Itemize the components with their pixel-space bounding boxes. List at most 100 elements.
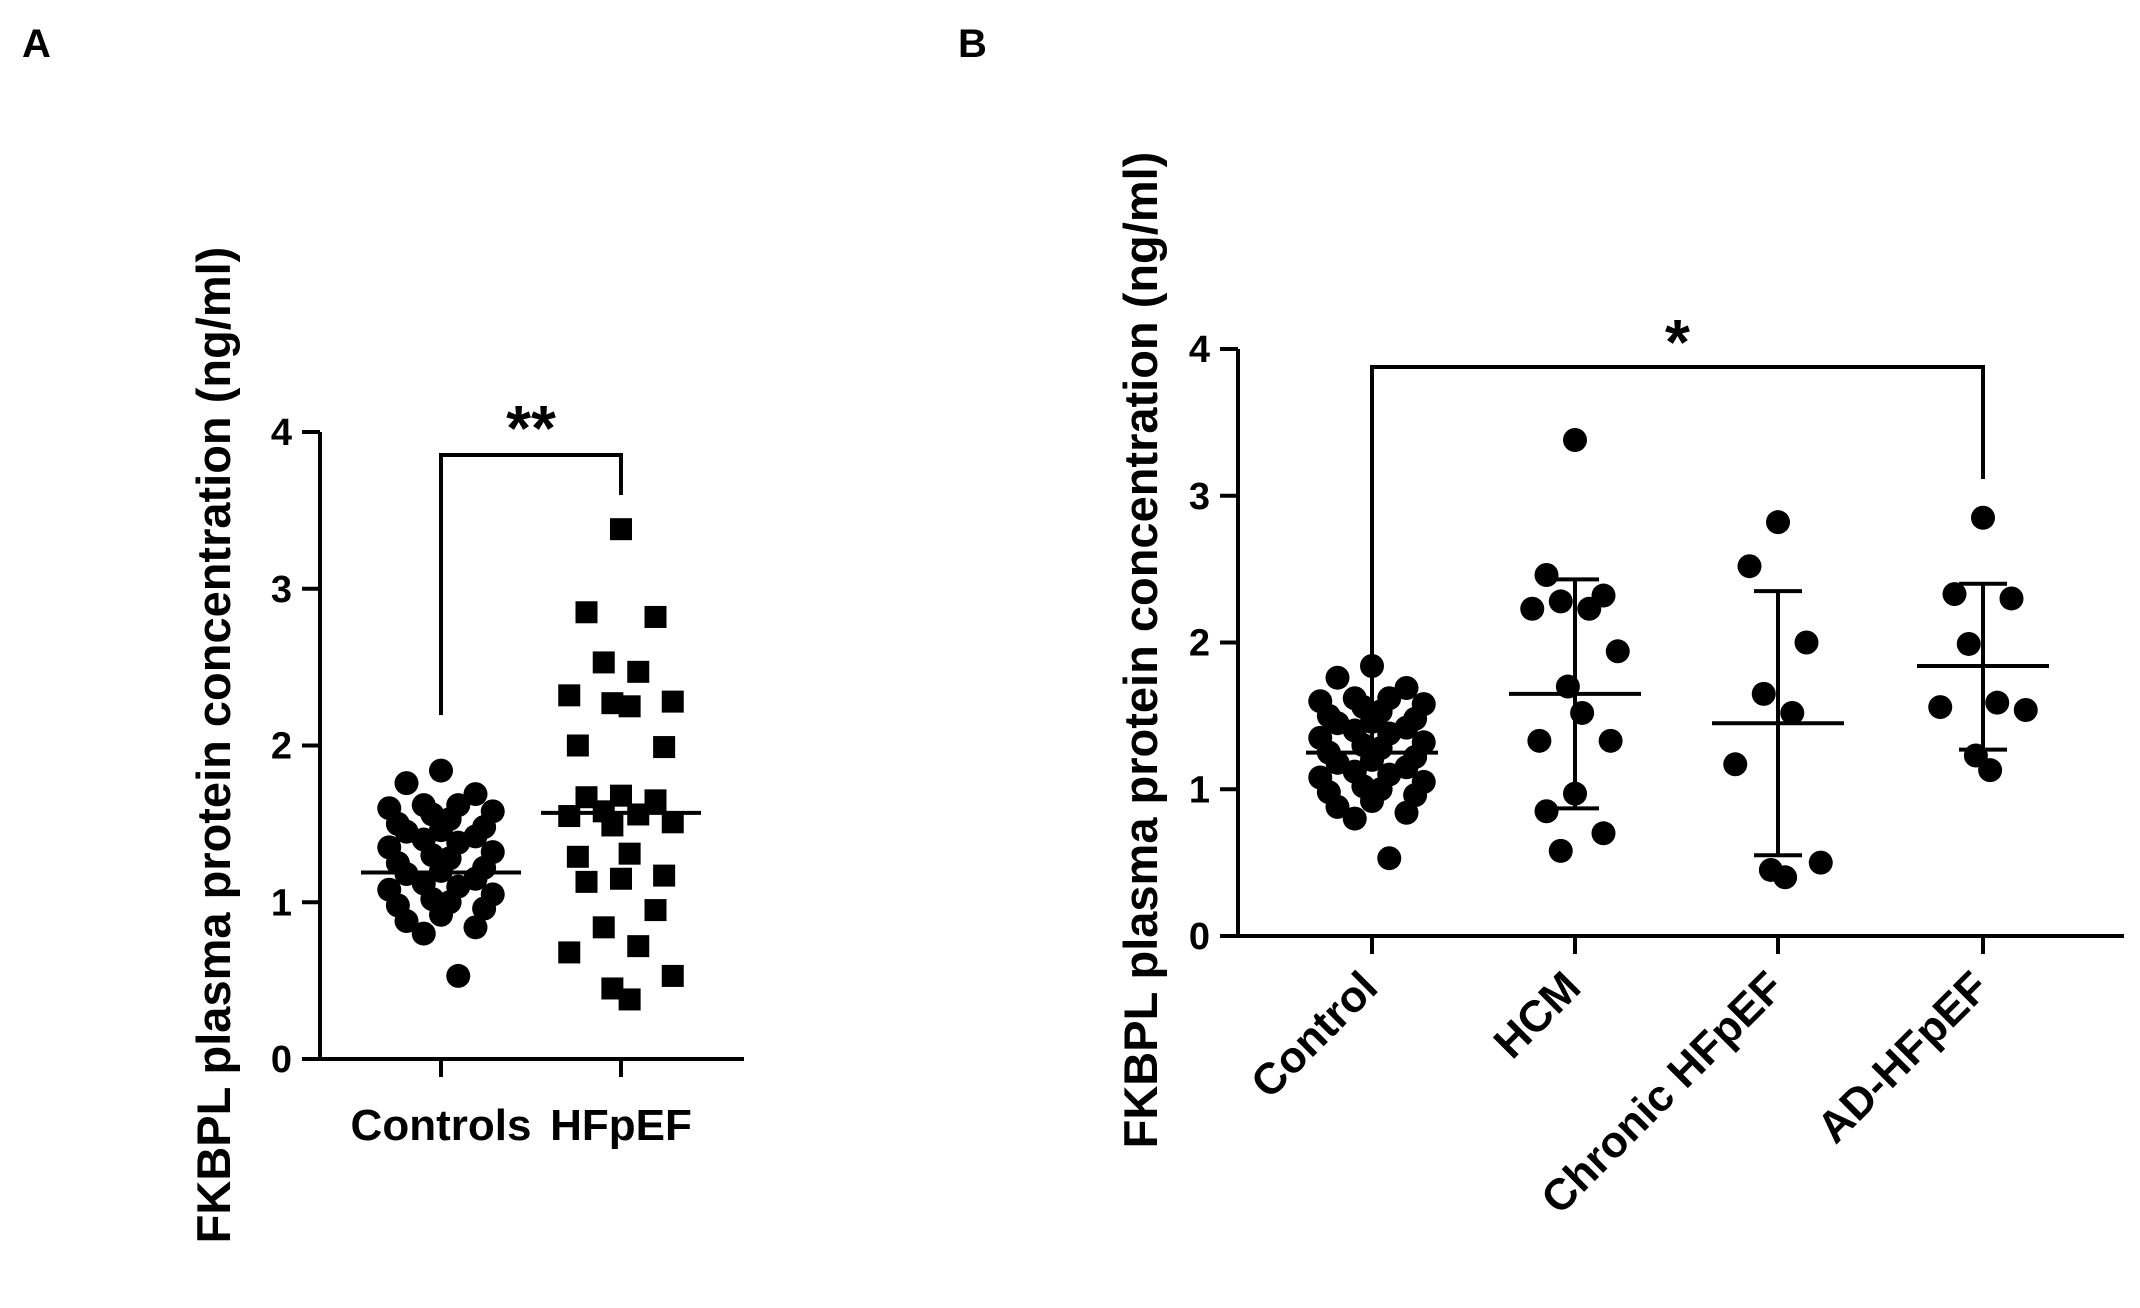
data-point [558, 684, 581, 707]
panel-b-y-tick-label: 0 [1189, 916, 1210, 958]
data-point [1780, 700, 1805, 725]
panel-b-y-tick-label: 2 [1189, 623, 1210, 665]
data-point [1577, 596, 1602, 621]
data-point [601, 814, 624, 837]
panel-a-y-tick-label: 0 [271, 1039, 292, 1081]
data-point [1999, 586, 2024, 611]
data-point [566, 734, 589, 757]
panel-a: A 0 1 2 3 4 FKBPL plasma protein concentratio… [22, 22, 744, 1243]
data-point [1773, 865, 1798, 890]
panel-b-series-ad-hfpef [1917, 505, 2049, 783]
data-point [610, 784, 632, 807]
panel-a-series-hfpef [541, 518, 701, 1011]
data-point [618, 695, 641, 718]
data-point [1527, 728, 1552, 753]
data-point [1737, 554, 1762, 579]
panel-a-y-axis-title: FKBPL plasma protein concentration (ng/m… [187, 247, 240, 1244]
data-point [644, 789, 667, 812]
data-point [1563, 781, 1587, 806]
data-point [1548, 589, 1573, 614]
data-point [1534, 562, 1559, 587]
data-point [472, 896, 497, 921]
data-point [566, 845, 589, 868]
panel-b-series-control [1306, 653, 1438, 871]
panel-a-y-tick-label: 4 [271, 412, 292, 454]
data-point [1591, 821, 1616, 846]
data-point [1723, 752, 1748, 777]
panel-b-series-chronic-hfpef [1712, 510, 1844, 890]
data-point [463, 782, 488, 807]
panel-a-significance-label: ** [506, 392, 556, 464]
data-point [575, 601, 598, 624]
data-point [1394, 800, 1419, 825]
data-point [394, 909, 419, 934]
data-point [1751, 681, 1776, 706]
data-point [1942, 582, 1967, 607]
panel-b-y-tick-label: 1 [1189, 769, 1210, 811]
panel-b-category-label: AD-HFpEF [1808, 962, 1998, 1152]
panel-a-y-tick-label: 2 [271, 726, 292, 768]
data-point [592, 916, 615, 939]
data-point [1377, 846, 1402, 871]
data-point [601, 692, 624, 715]
data-point [1570, 700, 1595, 725]
panel-b-y-tick-label: 3 [1189, 476, 1210, 518]
data-point [1563, 427, 1587, 452]
data-point [1534, 799, 1559, 824]
data-point [575, 786, 598, 809]
data-point [1520, 596, 1545, 621]
data-point [411, 921, 436, 946]
data-point [601, 977, 624, 1000]
panel-a-plot: 0 1 2 3 4 FKBPL plasma protein concentration … [187, 247, 744, 1244]
data-point [1360, 788, 1384, 813]
data-point [1548, 838, 1573, 863]
data-point [1971, 505, 1995, 530]
data-point [1985, 690, 2010, 715]
data-point [1794, 630, 1819, 655]
panel-b-significance-label: * [1665, 306, 1690, 378]
data-point [661, 964, 684, 987]
data-point [575, 870, 598, 893]
data-point [1808, 850, 1833, 875]
panel-a-category-label: HFpEF [550, 1101, 692, 1150]
data-point [1928, 695, 1953, 720]
data-point [610, 518, 632, 541]
data-point [429, 758, 453, 783]
data-point [618, 842, 641, 865]
panel-b-letter: B [958, 22, 987, 66]
data-point [429, 902, 453, 927]
data-point [1956, 631, 1981, 656]
panel-b-plot: 0 1 2 3 4 FKBPL plasma protein concentration … [1114, 152, 2124, 1223]
panel-a-letter: A [22, 22, 51, 66]
data-point [627, 660, 650, 683]
data-point [661, 811, 684, 834]
panel-a-y-tick-label: 3 [271, 569, 292, 611]
panel-b-y-tick-label: 4 [1189, 329, 1210, 371]
data-point [463, 915, 488, 940]
panel-a-series-controls [361, 758, 521, 988]
panel-b-category-label: Control [1242, 962, 1387, 1107]
data-point [1598, 728, 1623, 753]
data-point [394, 771, 419, 796]
data-point [644, 605, 667, 628]
data-point [446, 963, 471, 988]
panel-b-y-axis-title: FKBPL plasma protein concentration (ng/m… [1114, 152, 1167, 1149]
data-point [1394, 675, 1419, 700]
data-point [1605, 639, 1630, 664]
data-point [661, 690, 684, 713]
data-point [653, 864, 676, 887]
data-point [618, 988, 641, 1011]
panel-b-series-hcm [1509, 427, 1641, 863]
panel-b-category-label: HCM [1485, 962, 1591, 1068]
panel-b: B 0 1 2 3 4 FKBPL plasma protein concentratio… [958, 22, 2124, 1223]
data-point [1342, 806, 1367, 831]
data-point [592, 651, 615, 674]
data-point [1766, 510, 1790, 535]
panel-a-category-label: Controls [351, 1101, 532, 1150]
data-point [1325, 794, 1350, 819]
data-point [1325, 665, 1350, 690]
data-point [558, 941, 581, 964]
panel-a-significance-bracket [439, 453, 623, 715]
data-point [610, 867, 632, 890]
